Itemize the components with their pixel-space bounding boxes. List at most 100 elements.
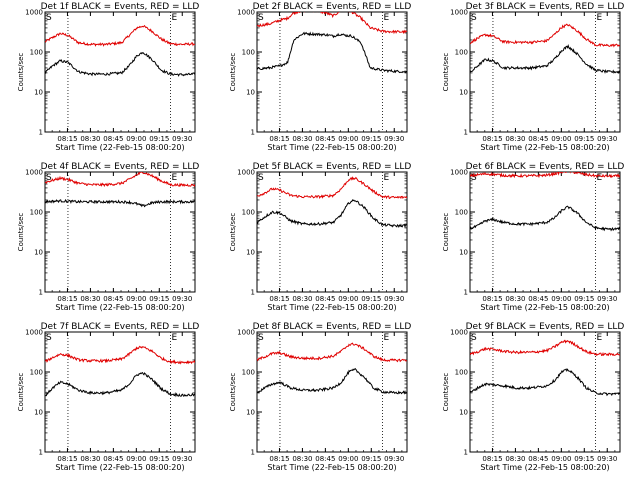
- red-lld-series-line: [257, 176, 407, 200]
- marker-e-label: E: [384, 333, 390, 343]
- y-tick-label: 10: [459, 89, 468, 97]
- y-axis: 1 10 100 1000: [450, 169, 620, 297]
- x-tick-label: 08:15: [57, 455, 77, 463]
- x-tick-label: 08:15: [57, 295, 77, 303]
- red-lld-series-line: [257, 342, 407, 363]
- x-tick-label: 08:30: [292, 455, 312, 463]
- marker-s-label: S: [258, 333, 264, 343]
- y-tick-label: 100: [242, 49, 255, 57]
- marker-e-label: E: [597, 13, 603, 23]
- y-axis-label: Counts/sec: [229, 213, 237, 252]
- x-tick-label: 09:30: [597, 135, 617, 143]
- black-events-series-line: [45, 52, 195, 77]
- x-tick-label: 09:00: [126, 135, 146, 143]
- plot-frame: [469, 171, 621, 293]
- x-tick-label: 09:30: [597, 455, 617, 463]
- red-lld-series-line: [257, 12, 407, 35]
- x-tick-label: 09:15: [361, 135, 381, 143]
- y-tick-label: 100: [30, 209, 43, 217]
- red-lld-series-line: [45, 172, 195, 188]
- x-tick-label: 08:45: [103, 455, 123, 463]
- x-tick-label: 08:15: [482, 455, 502, 463]
- y-tick-label: 1000: [237, 329, 255, 337]
- marker-s-label: S: [258, 13, 264, 23]
- x-tick-label: 08:30: [505, 295, 525, 303]
- x-axis: 08:15 08:30 08:45 09:00 09:15 09:30: [51, 172, 192, 303]
- black-events-series-line: [45, 371, 195, 398]
- red-lld-series-line: [45, 345, 195, 365]
- marker-s-label: S: [471, 13, 477, 23]
- x-tick-label: 08:30: [80, 295, 100, 303]
- x-axis-label: Start Time (22-Feb-15 08:00:20): [480, 143, 609, 152]
- x-tick-label: 08:30: [80, 455, 100, 463]
- x-tick-label: 08:15: [269, 295, 289, 303]
- y-tick-label: 10: [34, 409, 43, 417]
- y-tick-label: 1: [464, 289, 468, 297]
- x-tick-label: 09:30: [172, 135, 192, 143]
- marker-e-label: E: [172, 333, 178, 343]
- y-tick-label: 10: [246, 409, 255, 417]
- y-axis: 1 10 100 1000: [450, 329, 620, 457]
- x-axis-label: Start Time (22-Feb-15 08:00:20): [55, 143, 184, 152]
- x-tick-label: 09:15: [574, 135, 594, 143]
- y-axis: 1 10 100 1000: [450, 9, 620, 137]
- panel-title: Det 7f BLACK = Events, RED = LLD: [41, 322, 200, 332]
- y-tick-label: 1: [464, 449, 468, 457]
- y-axis-label: Counts/sec: [442, 373, 450, 412]
- x-tick-label: 09:30: [172, 295, 192, 303]
- y-tick-label: 100: [30, 49, 43, 57]
- y-axis: 1 10 100 1000: [237, 169, 407, 297]
- panel-title: Det 5f BLACK = Events, RED = LLD: [253, 162, 412, 172]
- marker-e-label: E: [597, 333, 603, 343]
- marker-e-label: E: [172, 13, 178, 23]
- y-tick-label: 100: [30, 369, 43, 377]
- y-tick-label: 1000: [450, 9, 468, 17]
- black-events-series-line: [45, 199, 195, 208]
- y-axis-label: Counts/sec: [229, 373, 237, 412]
- black-events-series-line: [257, 31, 407, 74]
- x-axis: 08:15 08:30 08:45 09:00 09:15 09:30: [51, 12, 192, 143]
- x-tick-label: 09:00: [551, 455, 571, 463]
- x-tick-label: 09:30: [384, 455, 404, 463]
- x-tick-label: 09:30: [172, 455, 192, 463]
- y-tick-label: 100: [242, 369, 255, 377]
- x-tick-label: 08:45: [528, 135, 548, 143]
- x-tick-label: 09:15: [361, 455, 381, 463]
- marker-e-label: E: [384, 13, 390, 23]
- x-tick-label: 08:45: [103, 295, 123, 303]
- y-axis: 1 10 100 1000: [237, 9, 407, 137]
- x-tick-label: 09:30: [384, 135, 404, 143]
- plot-frame: [469, 11, 621, 133]
- panel-title: Det 2f BLACK = Events, RED = LLD: [253, 2, 412, 12]
- y-tick-label: 100: [242, 209, 255, 217]
- y-axis-label: Counts/sec: [17, 213, 25, 252]
- plot-frame: [469, 331, 621, 453]
- y-axis: 1 10 100 1000: [25, 169, 195, 297]
- x-tick-label: 08:45: [315, 455, 335, 463]
- y-axis: 1 10 100 1000: [25, 329, 195, 457]
- y-axis: 1 10 100 1000: [25, 9, 195, 137]
- x-tick-label: 09:15: [149, 455, 169, 463]
- x-tick-label: 08:45: [103, 135, 123, 143]
- y-tick-label: 1000: [450, 169, 468, 177]
- x-tick-label: 08:45: [315, 295, 335, 303]
- marker-s-label: S: [471, 173, 477, 183]
- marker-e-label: E: [172, 173, 178, 183]
- y-tick-label: 100: [455, 49, 468, 57]
- x-tick-label: 09:00: [551, 295, 571, 303]
- x-tick-label: 09:15: [574, 455, 594, 463]
- x-tick-label: 08:30: [292, 295, 312, 303]
- plot-frame: [44, 11, 196, 133]
- x-tick-label: 08:15: [57, 135, 77, 143]
- panel-title: Det 3f BLACK = Events, RED = LLD: [466, 2, 625, 12]
- x-tick-label: 08:45: [528, 455, 548, 463]
- panel-title: Det 6f BLACK = Events, RED = LLD: [466, 162, 625, 172]
- x-tick-label: 08:15: [269, 135, 289, 143]
- y-tick-label: 10: [459, 409, 468, 417]
- y-tick-label: 1: [39, 129, 43, 137]
